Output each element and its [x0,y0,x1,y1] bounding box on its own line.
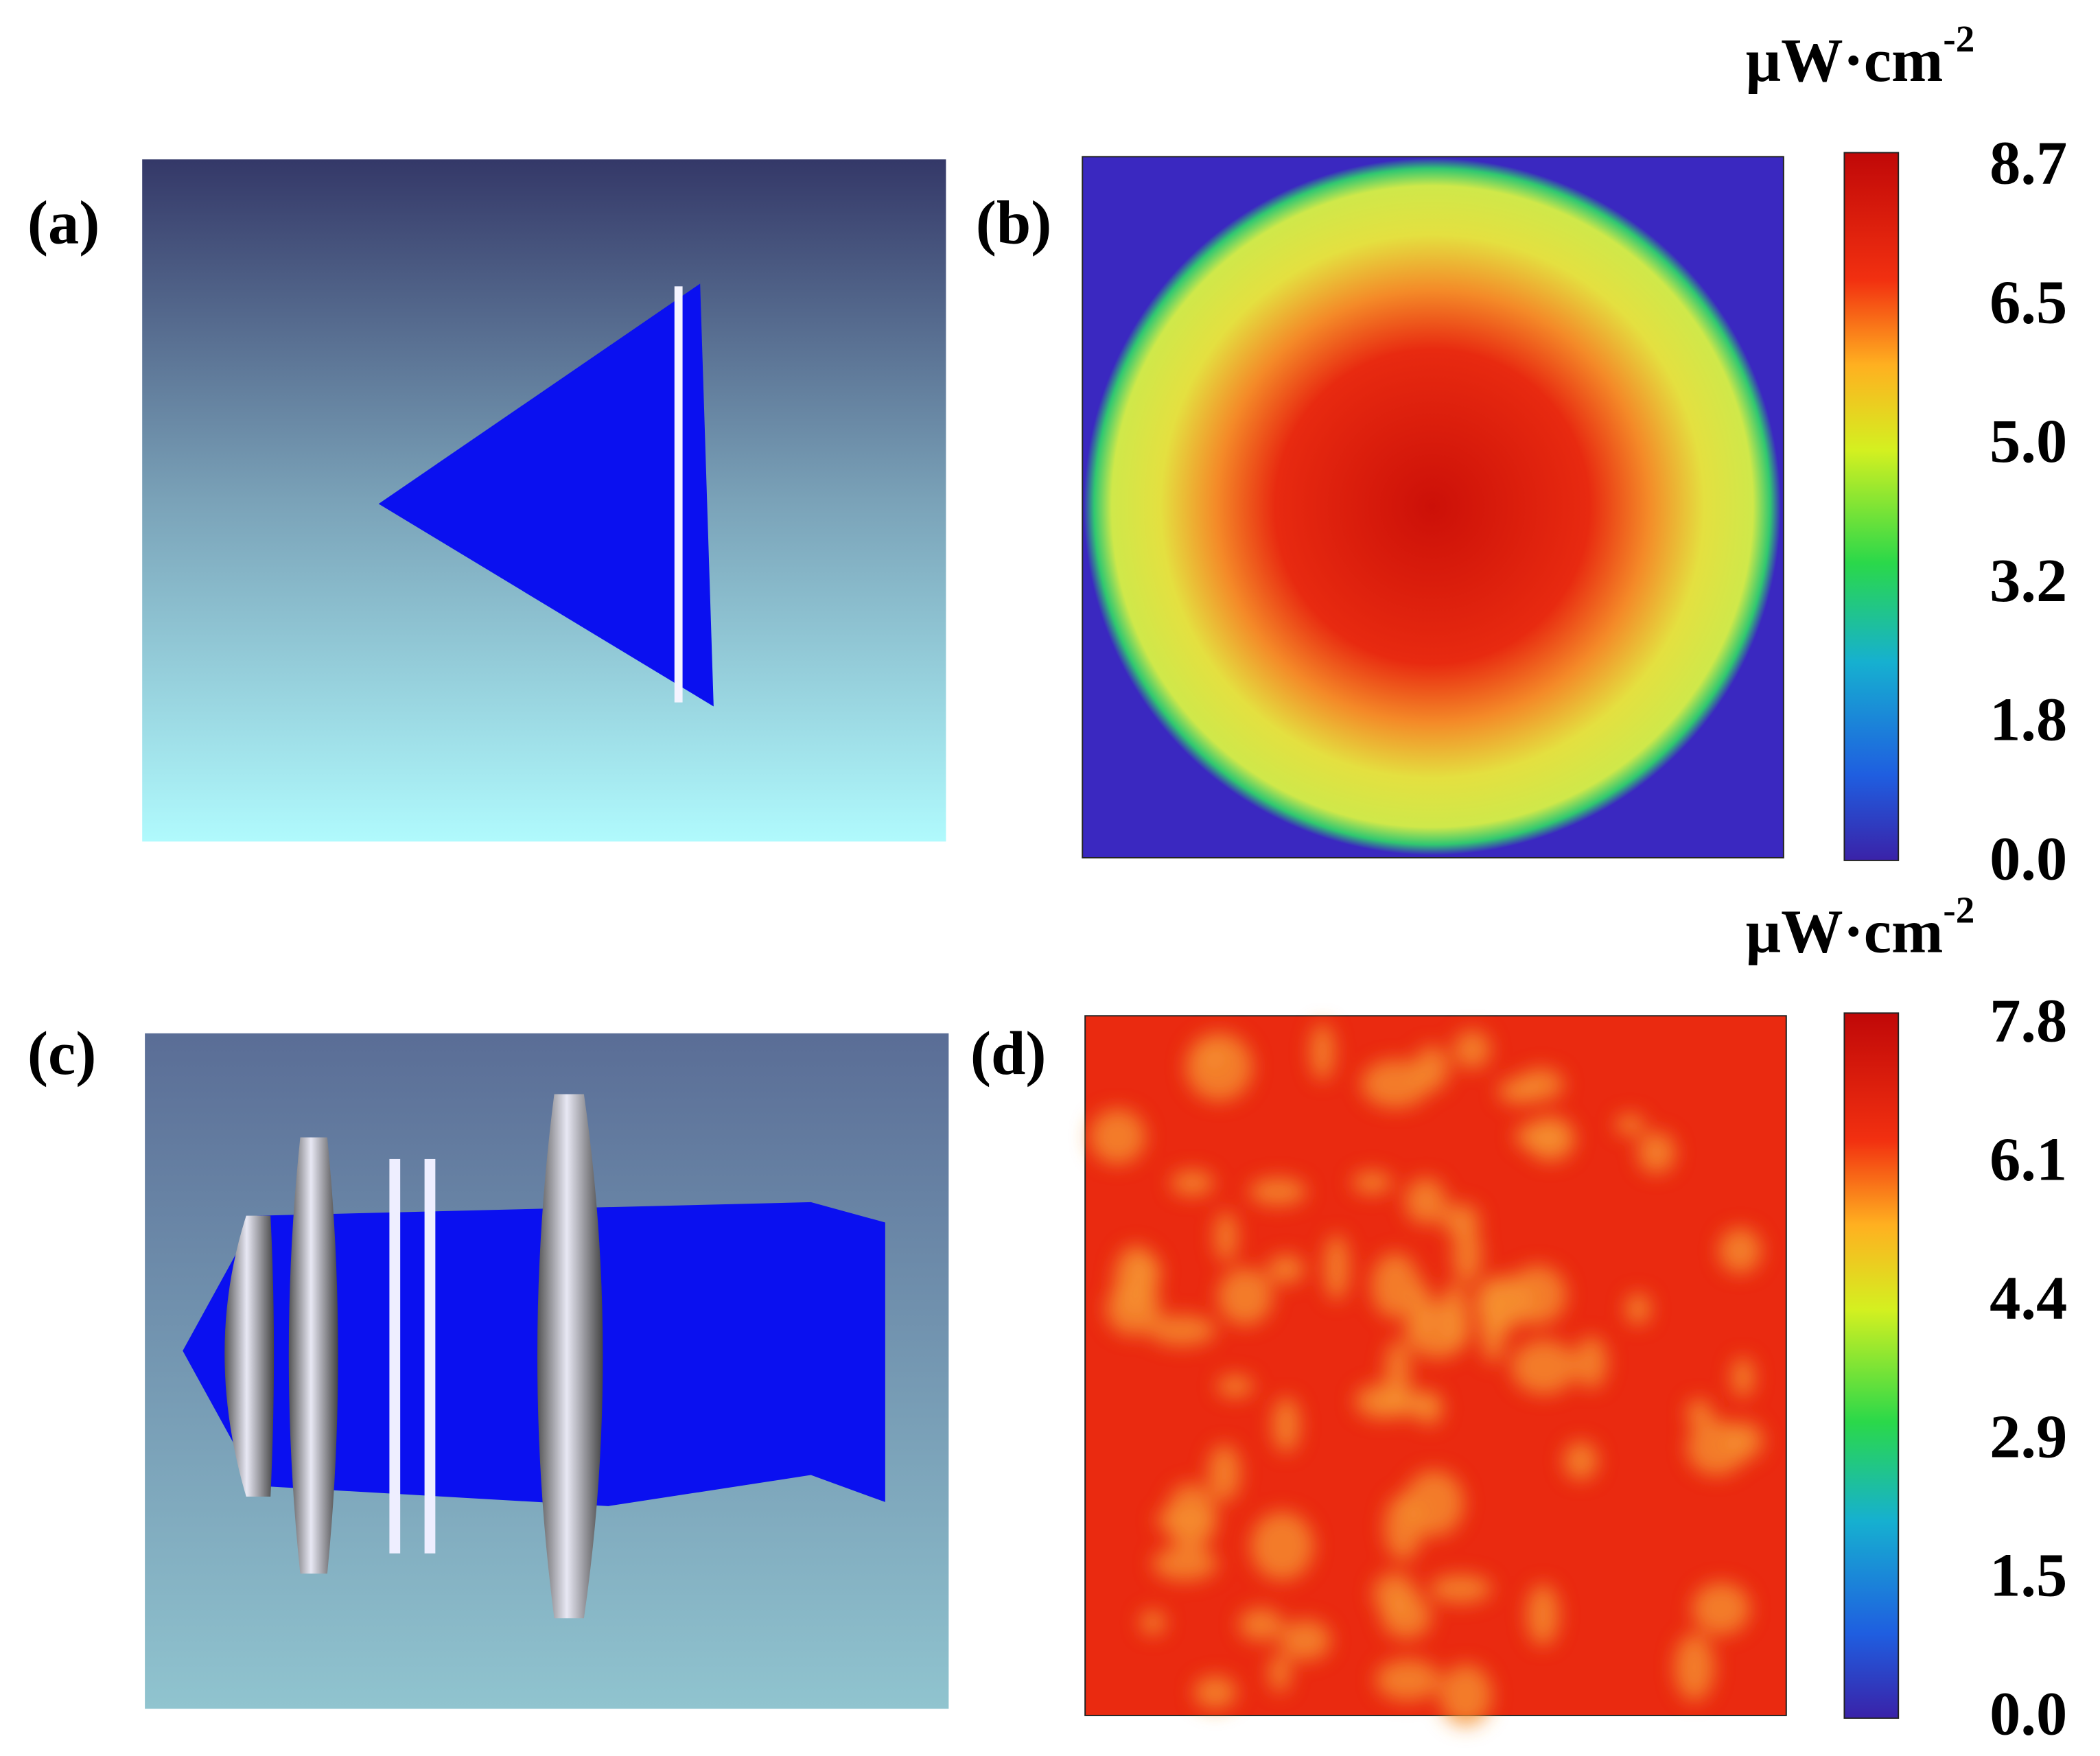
unit-exponent: -2 [1943,889,1974,930]
hot-spot [1405,1302,1470,1359]
colorbar-tick-label: 5.0 [1990,406,2067,476]
unit-base: μW·cm [1746,25,1944,95]
ray-fan [378,283,714,707]
lens [537,1094,603,1619]
unit-exponent: -2 [1943,18,1974,60]
hot-spot [1238,1608,1283,1641]
panel-label: (b) [976,187,1052,257]
panel-label: (d) [970,1018,1047,1088]
colorbar-tick-label: 1.5 [1990,1541,2067,1610]
hot-spot [1526,1584,1560,1646]
ray-bundle [183,1202,885,1506]
hot-spot [1686,1398,1712,1429]
hot-spot [1718,1228,1762,1274]
hot-spot [1193,1676,1237,1709]
hot-spot [1323,1234,1350,1301]
colorbar-tick-label: 7.8 [1990,986,2067,1055]
panel-label: (a) [27,187,100,257]
hot-spot [1381,1594,1432,1639]
hot-spot [1515,1121,1570,1151]
hot-spot [1113,1245,1158,1315]
hot-spot [1250,1511,1314,1580]
hot-spot [1373,1390,1439,1417]
irradiance-spot [1084,158,1781,856]
unit-base: μW·cm [1746,897,1944,966]
hot-spot [1216,1374,1254,1398]
lens-array [424,1158,436,1554]
lens [224,1215,275,1497]
hot-spot [1429,1574,1492,1604]
colorbar [1843,1012,1900,1719]
hot-spot [1574,1336,1608,1389]
detector [674,286,683,703]
hot-spot [1267,1254,1305,1284]
hot-spot [1452,1224,1482,1284]
hot-spot [1508,1265,1567,1325]
hot-spot [1201,1046,1227,1070]
colorbar-tick-label: 0.0 [1990,823,2067,893]
colorbar-tick-label: 3.2 [1990,546,2067,615]
hot-spot [1375,1659,1440,1701]
colorbar [1843,152,1900,861]
hot-spot [1625,1293,1651,1325]
lens-array [389,1158,401,1554]
hot-spot [1207,1444,1241,1502]
colorbar-tick-label: 8.7 [1990,128,2067,198]
hot-spot [1371,1252,1419,1319]
hot-spot [1310,1022,1335,1081]
colorbar-tick-label: 4.4 [1990,1263,2067,1333]
colorbar-unit: μW·cm-2 [1746,889,1975,965]
hot-spot [1563,1441,1598,1481]
hot-spot [1351,1171,1392,1195]
hot-spot [1692,1582,1751,1635]
hot-spot [1497,1077,1539,1105]
hot-spot [1404,1470,1465,1536]
colorbar-tick-label: 6.5 [1990,267,2067,336]
hot-spot [1439,1664,1493,1726]
colorbar-unit: μW·cm-2 [1746,18,1975,95]
hot-spot [1272,1396,1300,1453]
hot-spot [1510,1339,1577,1394]
hot-spot [1152,1546,1218,1581]
hot-spot [1615,1114,1645,1136]
hot-spot [1165,1483,1216,1552]
hot-spot [1480,1293,1506,1363]
hot-spot [1440,1203,1480,1237]
hot-spot [1725,1421,1764,1460]
hot-spot [1361,1059,1430,1108]
hot-spot [1170,1170,1215,1196]
hot-spot [1089,1108,1146,1164]
hot-spot [1637,1132,1676,1174]
hot-spot [1140,1610,1166,1635]
hot-spot [1249,1178,1307,1206]
hot-spot [1147,1315,1217,1346]
hot-spot [1453,1029,1491,1069]
panel-label: (c) [27,1018,96,1088]
colorbar-tick-label: 1.8 [1990,685,2067,754]
hot-spot [1731,1357,1755,1398]
hot-spot [1280,1619,1331,1661]
colorbar-tick-label: 6.1 [1990,1125,2067,1194]
heatmap-background [1084,1015,1787,1716]
lens [288,1137,338,1574]
hot-spot [1268,1653,1291,1693]
hot-spot [1405,1178,1447,1224]
hot-spot [1214,1211,1238,1263]
hot-spot [1674,1633,1715,1701]
colorbar-tick-label: 0.0 [1990,1679,2067,1748]
colorbar-tick-label: 2.9 [1990,1402,2067,1471]
hot-spot [1217,1267,1273,1326]
irradiance-texture [1089,1022,1764,1726]
